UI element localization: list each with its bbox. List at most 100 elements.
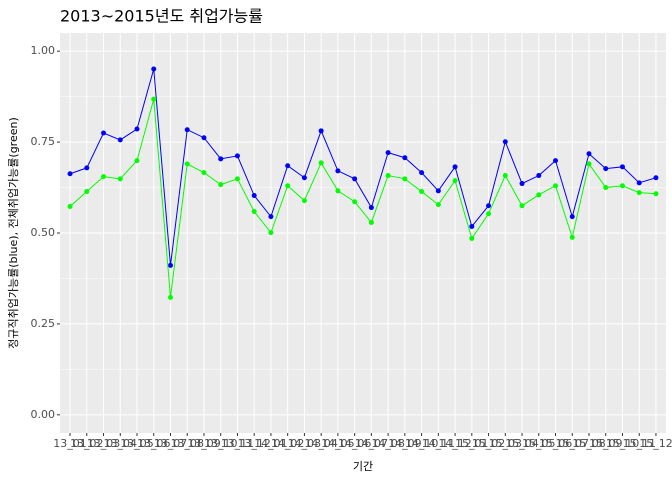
y-axis-label: 정규직취업가능률(blue), 전체취업가능률(green): [7, 117, 20, 349]
point: [285, 183, 291, 189]
x-tick-label: 14_02: [271, 437, 305, 450]
x-tick-label: 14_03: [288, 437, 322, 450]
point: [101, 130, 107, 136]
point: [151, 96, 157, 102]
point: [402, 176, 408, 182]
point: [553, 183, 559, 189]
point: [335, 188, 341, 194]
point: [385, 150, 391, 156]
x-tick-label: 13_07: [154, 437, 188, 450]
x-tick-label: 15_03: [489, 437, 523, 450]
x-tick-label: 15_12: [639, 437, 672, 450]
point: [402, 155, 408, 161]
x-tick-label: 13_05: [120, 437, 154, 450]
x-tick-label: 15_09: [589, 437, 623, 450]
y-tick-label: 0.75: [31, 135, 56, 148]
point: [285, 163, 291, 169]
point: [636, 180, 642, 186]
point: [519, 203, 525, 209]
x-axis-label: 기간: [353, 460, 373, 473]
point: [586, 151, 592, 157]
point: [117, 137, 123, 143]
x-tick-label: 14_04: [304, 437, 338, 450]
x-tick-label: 15_06: [539, 437, 573, 450]
point: [368, 219, 374, 225]
point: [469, 235, 475, 241]
point: [352, 199, 358, 205]
point: [435, 188, 441, 194]
y-tick-label: 0.00: [31, 408, 56, 421]
point: [184, 161, 190, 167]
x-tick-label: 14_10: [405, 437, 439, 450]
series-line: [69, 99, 656, 298]
x-tick-label: 15_02: [472, 437, 506, 450]
x-tick-label: 15_01: [455, 437, 489, 450]
point: [536, 173, 542, 179]
point: [619, 164, 625, 170]
point: [536, 192, 542, 198]
x-tick-label: 15_07: [556, 437, 590, 450]
x-tick-label: 14_08: [371, 437, 405, 450]
x-tick-label: 13_03: [87, 437, 121, 450]
x-tick-label: 15_08: [572, 437, 606, 450]
point: [251, 193, 257, 199]
x-tick-label: 13_04: [104, 437, 138, 450]
point: [151, 66, 157, 72]
point: [486, 211, 492, 217]
x-tick-label: 15_05: [522, 437, 556, 450]
point: [385, 173, 391, 179]
x-tick-label: 13_06: [137, 437, 171, 450]
point: [234, 176, 240, 182]
point: [435, 202, 441, 208]
point: [67, 203, 73, 209]
point: [167, 294, 173, 300]
point: [335, 168, 341, 174]
point: [569, 234, 575, 240]
point: [486, 203, 492, 209]
point: [218, 182, 224, 188]
point: [251, 209, 257, 215]
point: [452, 178, 458, 184]
point: [603, 185, 609, 191]
point: [167, 262, 173, 268]
x-tick-label: 14_11: [422, 437, 456, 450]
point: [419, 170, 425, 176]
x-tick-label: 15_11: [622, 437, 656, 450]
point: [84, 165, 90, 171]
point: [117, 176, 123, 182]
point: [619, 183, 625, 189]
x-tick-label: 15_04: [505, 437, 539, 450]
point: [368, 205, 374, 211]
point: [268, 230, 274, 236]
x-tick-label: 14_06: [338, 437, 372, 450]
point: [519, 181, 525, 187]
x-tick-label: 14_09: [388, 437, 422, 450]
y-tick-label: 0.50: [31, 226, 56, 239]
x-tick-label: 13_12: [237, 437, 271, 450]
point: [134, 126, 140, 132]
point: [318, 160, 324, 166]
x-tick-label: 14_01: [254, 437, 288, 450]
point: [67, 171, 73, 177]
point: [352, 176, 358, 182]
point: [184, 127, 190, 133]
point: [502, 173, 508, 179]
point: [268, 214, 274, 220]
point: [569, 214, 575, 220]
point: [469, 223, 475, 229]
point: [603, 166, 609, 172]
point: [301, 198, 307, 204]
point: [318, 128, 324, 134]
point: [301, 175, 307, 181]
x-tick-label: 13_02: [70, 437, 104, 450]
x-tick-label: 13_08: [170, 437, 204, 450]
x-tick-label: 13_10: [204, 437, 238, 450]
point: [636, 190, 642, 196]
point: [452, 164, 458, 170]
point: [653, 191, 659, 197]
x-tick-label: 13_09: [187, 437, 221, 450]
point: [553, 158, 559, 164]
y-tick-label: 1.00: [31, 44, 56, 57]
x-tick-label: 14_07: [355, 437, 389, 450]
point: [84, 189, 90, 195]
